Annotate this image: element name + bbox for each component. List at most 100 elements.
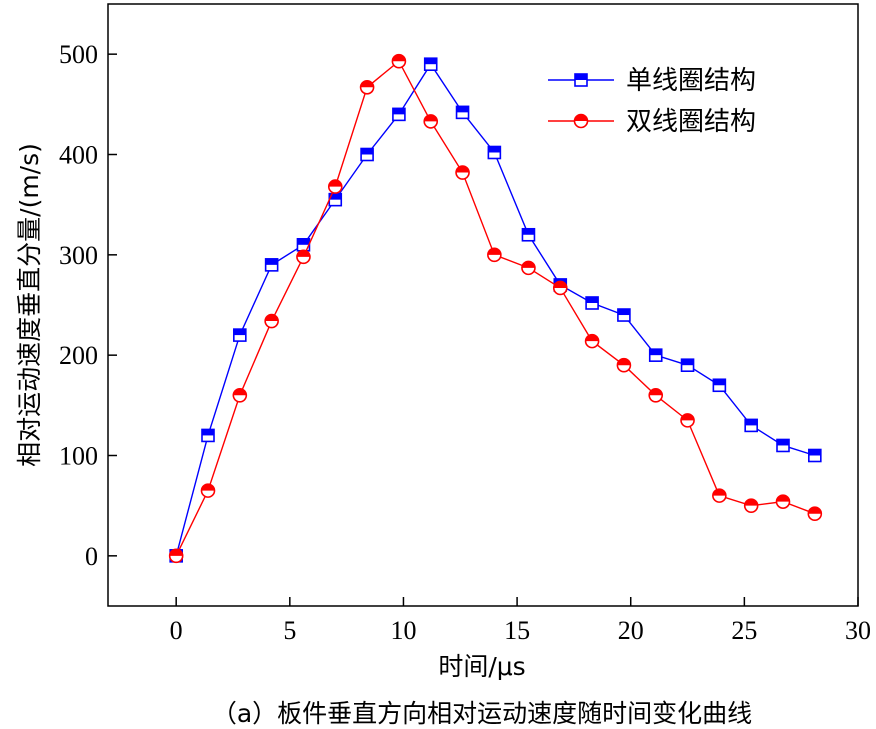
data-point	[712, 488, 727, 503]
marker-square-fill	[392, 108, 405, 115]
data-point	[712, 378, 727, 393]
marker-circle-fill	[392, 54, 406, 62]
data-point	[264, 313, 279, 329]
marker-circle-fill	[776, 495, 790, 502]
legend-label: 双线圈结构	[626, 107, 756, 137]
data-point	[487, 145, 502, 160]
data-point	[200, 483, 216, 498]
marker-circle-fill	[360, 80, 374, 88]
y-tick-label: 0	[85, 542, 98, 571]
plot-frame	[107, 3, 859, 607]
x-tick-label: 25	[731, 616, 757, 645]
data-point	[584, 333, 600, 349]
marker-circle-fill	[265, 314, 279, 322]
marker-circle-fill	[712, 489, 726, 496]
marker-square-fill	[424, 58, 437, 65]
x-tick-label: 10	[390, 616, 416, 645]
plot-frame-border	[107, 3, 859, 607]
marker-square-fill	[713, 379, 726, 386]
data-point	[776, 438, 790, 453]
y-tick-label: 300	[59, 241, 98, 270]
data-point	[680, 358, 695, 373]
marker-square-fill	[745, 419, 758, 426]
marker-circle-fill	[296, 250, 310, 257]
marker-circle-fill	[585, 334, 599, 342]
marker-circle-fill	[456, 166, 470, 173]
marker-circle-fill	[201, 484, 215, 491]
marker-square-fill	[233, 329, 246, 336]
marker-square-fill	[361, 148, 374, 155]
y-tick-label: 200	[59, 341, 98, 370]
x-tick-label: 20	[618, 616, 644, 645]
series-layer	[168, 53, 823, 564]
y-tick-label: 100	[59, 442, 98, 471]
marker-circle-fill	[617, 358, 631, 366]
x-axis: 0 5 10 15 20 25 30	[170, 597, 871, 645]
data-point	[360, 147, 374, 162]
figure-caption: （a）板件垂直方向相对运动速度随时间变化曲线	[212, 699, 752, 728]
data-point	[392, 107, 406, 122]
marker-circle-fill	[169, 549, 183, 556]
marker-square-fill	[202, 429, 214, 436]
x-tick-label: 15	[504, 616, 530, 645]
data-point	[423, 114, 439, 129]
data-point	[296, 249, 311, 265]
data-point	[168, 548, 184, 564]
x-axis-title: 时间/μs	[438, 652, 525, 681]
x-tick-label: 0	[170, 616, 183, 645]
marker-circle-fill	[233, 388, 247, 396]
data-point	[521, 260, 536, 276]
data-point	[391, 53, 407, 69]
data-point	[808, 448, 822, 463]
data-point	[233, 328, 247, 342]
marker-square-fill	[617, 309, 630, 316]
data-point	[521, 227, 536, 242]
marker-circle-fill	[649, 388, 663, 396]
data-point	[327, 179, 343, 194]
marker-square-fill	[586, 296, 599, 303]
marker-square-fill	[488, 146, 501, 153]
y-tick-label: 500	[59, 40, 98, 69]
data-point	[455, 165, 470, 180]
data-point	[807, 506, 823, 521]
marker-circle-fill	[424, 114, 438, 122]
data-point	[617, 308, 631, 322]
y-axis: 0 100 200 300 400 500	[59, 40, 117, 571]
data-point	[585, 296, 599, 310]
data-point	[264, 258, 279, 272]
marker-circle-fill	[487, 248, 501, 255]
marker-square-fill	[456, 106, 469, 113]
marker-square-fill	[265, 258, 278, 265]
marker-square-fill	[297, 238, 310, 245]
data-point	[487, 247, 502, 263]
series-2	[168, 53, 823, 564]
marker-square-fill	[522, 228, 535, 235]
marker-circle-fill	[574, 114, 588, 121]
legend-label: 单线圈结构	[626, 66, 756, 96]
data-point	[423, 57, 438, 72]
series-1	[169, 57, 822, 563]
data-point	[775, 494, 791, 509]
series-line	[175, 62, 816, 557]
data-point	[552, 280, 568, 296]
data-point	[201, 428, 215, 443]
marker-square-fill	[649, 349, 662, 356]
legend-marker	[573, 113, 589, 129]
marker-square-fill	[777, 439, 789, 446]
data-point	[744, 418, 758, 433]
y-tick-label: 400	[59, 141, 98, 170]
data-point	[359, 79, 375, 95]
marker-circle-fill	[681, 413, 695, 421]
x-tick-label: 5	[283, 616, 296, 645]
x-tick-label: 30	[845, 616, 871, 645]
data-point	[648, 387, 664, 403]
y-axis-title: 相对运动速度垂直分量/(m/s)	[15, 143, 44, 467]
marker-circle-fill	[553, 281, 567, 288]
marker-square-fill	[329, 193, 342, 200]
marker-square-fill	[575, 74, 587, 80]
legend-marker	[574, 73, 588, 87]
data-point	[648, 348, 663, 362]
data-point	[455, 105, 470, 120]
